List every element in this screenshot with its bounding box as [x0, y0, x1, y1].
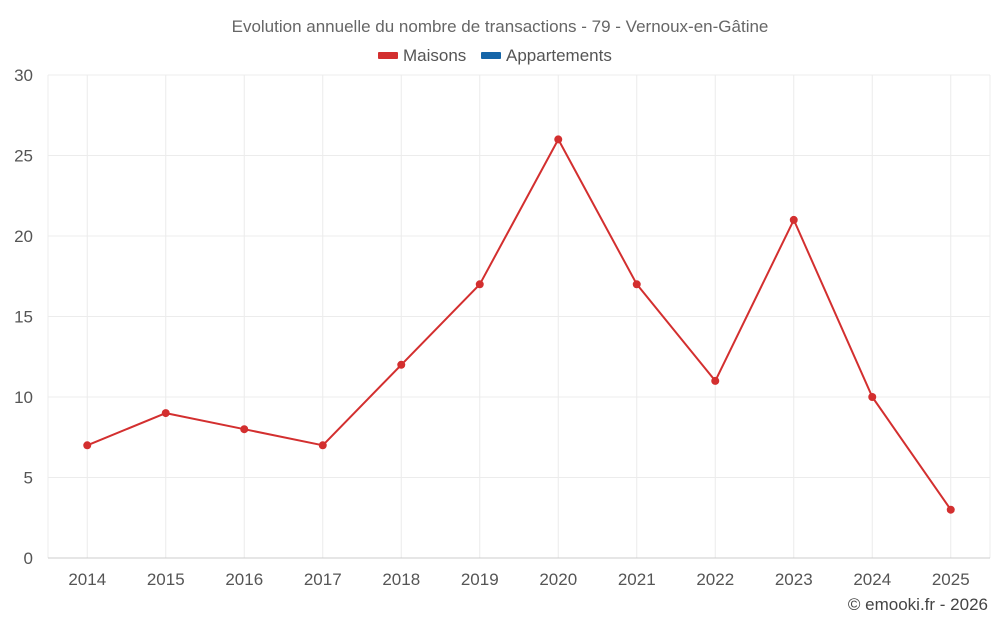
legend-swatch-appartements	[481, 52, 501, 59]
data-point[interactable]	[83, 441, 92, 450]
x-tick-label: 2014	[68, 570, 106, 589]
y-tick-label: 15	[14, 308, 33, 327]
data-point[interactable]	[475, 280, 484, 289]
x-tick-label: 2024	[853, 570, 891, 589]
data-point[interactable]	[789, 215, 798, 224]
y-tick-label: 30	[14, 66, 33, 85]
legend[interactable]: Maisons Appartements	[378, 46, 612, 65]
y-tick-label: 20	[14, 227, 33, 246]
axes	[47, 75, 991, 559]
data-point[interactable]	[711, 376, 720, 385]
data-point[interactable]	[868, 393, 877, 401]
grid	[48, 74, 990, 558]
data-point[interactable]	[554, 135, 563, 144]
data-point[interactable]	[240, 425, 249, 434]
x-tick-label: 2016	[225, 570, 263, 589]
legend-item-maisons[interactable]: Maisons	[378, 46, 466, 65]
y-tick-label: 0	[24, 549, 33, 568]
x-tick-label: 2018	[382, 570, 420, 589]
chart-title: Evolution annuelle du nombre de transact…	[232, 17, 769, 36]
x-tick-label: 2020	[539, 570, 577, 589]
legend-label-maisons: Maisons	[403, 46, 466, 65]
x-tick-label: 2022	[696, 570, 734, 589]
x-tick-label: 2015	[147, 570, 185, 589]
x-tick-label: 2023	[775, 570, 813, 589]
data-point[interactable]	[318, 441, 327, 450]
y-tick-label: 5	[24, 469, 33, 488]
y-tick-label: 10	[14, 388, 33, 407]
x-tick-label: 2017	[304, 570, 342, 589]
credit-text: © emooki.fr - 2026	[848, 595, 988, 614]
y-axis-ticks: 0 5 10 15 20 25 30	[14, 66, 33, 568]
x-tick-label: 2019	[461, 570, 499, 589]
x-tick-label: 2021	[618, 570, 656, 589]
data-point[interactable]	[397, 360, 406, 369]
series-line-maisons	[86, 138, 952, 511]
x-axis-ticks: 2014 2015 2016 2017 2018 2019 2020 2021 2022 2023…	[68, 570, 969, 589]
legend-label-appartements: Appartements	[506, 46, 612, 65]
series	[83, 135, 955, 514]
y-tick-label: 25	[14, 147, 33, 166]
data-point[interactable]	[946, 505, 955, 514]
legend-swatch-maisons	[378, 52, 398, 59]
data-point[interactable]	[161, 409, 170, 418]
x-tick-label: 2025	[932, 570, 970, 589]
data-point[interactable]	[632, 280, 641, 289]
legend-item-appartements[interactable]: Appartements	[481, 46, 612, 65]
